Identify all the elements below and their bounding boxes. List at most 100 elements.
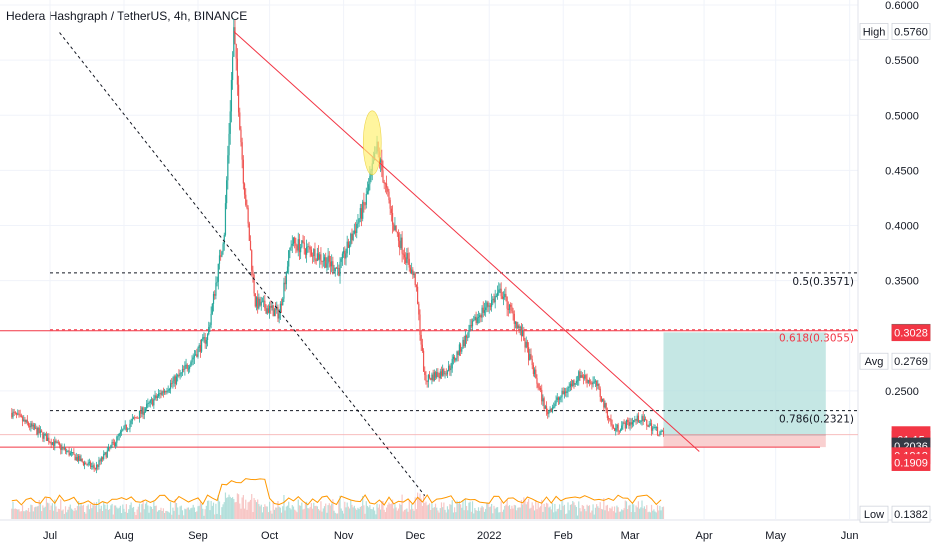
volume-bar xyxy=(161,510,163,519)
candle-body xyxy=(155,395,157,398)
candle-body xyxy=(20,415,22,417)
volume-bar xyxy=(191,507,193,519)
candle-body xyxy=(643,418,645,422)
candle-body xyxy=(76,457,79,461)
candle-body xyxy=(191,359,193,363)
candle-body xyxy=(260,301,262,306)
candle-body xyxy=(13,411,15,413)
y-tick-label: 0.5500 xyxy=(885,55,919,67)
volume-bar xyxy=(230,498,233,519)
volume-bar xyxy=(329,505,332,519)
candle-body xyxy=(298,239,301,253)
candle-body xyxy=(332,261,334,272)
volume-bar xyxy=(153,500,155,519)
candle-body xyxy=(85,462,87,465)
volume-bar xyxy=(395,507,397,519)
candle-body xyxy=(181,369,184,373)
volume-bar xyxy=(394,504,396,519)
candle-body xyxy=(387,187,389,192)
volume-bar xyxy=(339,495,341,519)
candle-body xyxy=(99,460,101,462)
volume-bar xyxy=(304,502,307,519)
candle-body xyxy=(588,380,591,383)
volume-bar xyxy=(622,510,624,519)
volume-bar xyxy=(531,502,533,519)
volume-bar xyxy=(609,507,611,519)
volume-bar xyxy=(549,506,551,519)
candle-body xyxy=(629,422,631,426)
volume-bar xyxy=(448,509,450,519)
candle-body xyxy=(286,266,289,273)
candle-body xyxy=(131,418,133,421)
volume-bar xyxy=(358,508,360,519)
volume-bar xyxy=(570,504,573,519)
volume-bar xyxy=(26,510,28,519)
volume-bar xyxy=(603,498,605,519)
volume-bar xyxy=(391,499,394,519)
candle-body xyxy=(364,204,366,206)
candle-body xyxy=(440,371,443,376)
volume-bar xyxy=(576,515,579,519)
volume-bar xyxy=(66,512,68,519)
candle-body xyxy=(493,298,495,303)
volume-bar xyxy=(533,510,536,519)
candle-body xyxy=(598,383,600,389)
x-tick-label: Mar xyxy=(621,530,640,542)
volume-bar xyxy=(481,505,483,519)
volume-bar xyxy=(167,511,169,519)
candle-body xyxy=(519,326,521,329)
candle-body xyxy=(501,296,503,299)
candle-body xyxy=(572,380,574,387)
volume-bar xyxy=(15,509,18,519)
volume-bar xyxy=(237,494,240,519)
volume-bar xyxy=(590,512,592,519)
candle-body xyxy=(563,391,566,395)
candle-body xyxy=(535,369,537,378)
candle-body xyxy=(654,427,656,429)
candle-body xyxy=(621,425,623,430)
volume-bar xyxy=(171,514,173,519)
candle-body xyxy=(179,373,181,376)
volume-bar xyxy=(267,512,270,519)
candle-body xyxy=(15,412,18,415)
volume-bar xyxy=(291,505,293,519)
volume-bar xyxy=(130,502,132,519)
volume-bar xyxy=(212,502,215,519)
candle-body xyxy=(358,218,360,223)
volume-bar xyxy=(610,508,612,519)
candle-body xyxy=(337,267,339,269)
candle-body xyxy=(143,411,145,415)
candle-body xyxy=(570,383,573,387)
candle-body xyxy=(604,403,606,408)
fib-level-label: 0.5(0.3571) xyxy=(792,276,854,288)
candle-body xyxy=(433,372,435,381)
candle-body xyxy=(209,324,211,327)
volume-bar xyxy=(265,506,267,519)
volume-bar xyxy=(297,499,299,519)
volume-bar xyxy=(229,496,231,519)
candle-body xyxy=(660,431,662,433)
volume-bar xyxy=(587,506,589,519)
candle-body xyxy=(599,388,601,397)
candle-body xyxy=(326,263,328,268)
candle-body xyxy=(307,246,309,248)
candle-body xyxy=(469,325,471,331)
candle-body xyxy=(309,247,311,250)
volume-bar xyxy=(513,504,515,519)
candle-body xyxy=(110,445,112,448)
candle-body xyxy=(417,286,419,304)
volume-bar xyxy=(173,510,175,519)
candle-body xyxy=(463,339,465,347)
volume-bar xyxy=(517,507,519,519)
volume-bar xyxy=(633,504,635,519)
candle-body xyxy=(405,257,407,263)
candle-body xyxy=(148,402,150,404)
candle-body xyxy=(525,341,527,348)
volume-bar xyxy=(659,505,661,519)
candle-body xyxy=(242,159,244,184)
volume-bar xyxy=(245,499,247,519)
candle-body xyxy=(144,408,147,412)
volume-bar xyxy=(36,506,38,519)
volume-bar xyxy=(627,508,629,519)
